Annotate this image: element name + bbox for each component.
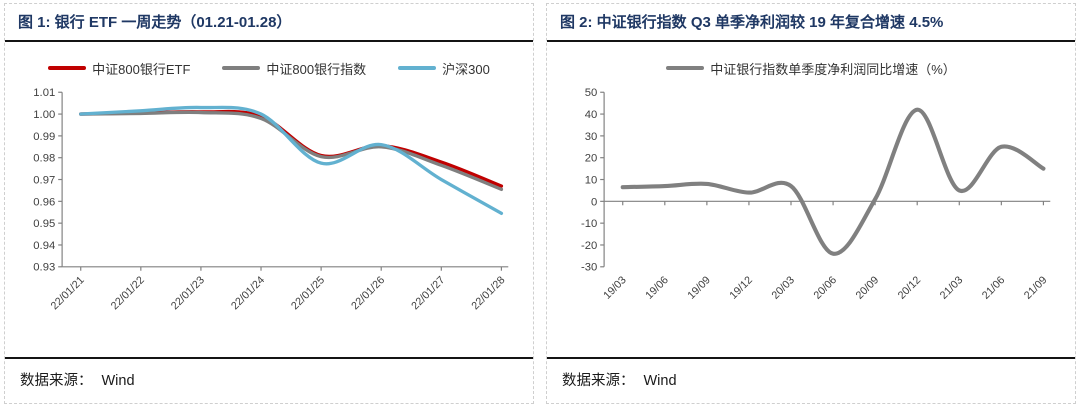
legend-label: 沪深300 <box>442 61 490 77</box>
legend-item-series-0: 中证800银行ETF <box>48 59 190 78</box>
x-axis: 22/01/21 22/01/22 22/01/23 22/01/24 22/01/25… <box>48 265 508 312</box>
legend-label: 中证银行指数单季度净利润同比增速（%） <box>710 61 956 77</box>
x-tick-label: 19/09 <box>685 274 713 302</box>
x-tick-label: 21/03 <box>937 274 965 302</box>
figure-1-source: 数据来源： Wind <box>5 357 533 403</box>
y-tick-label: 20 <box>584 152 597 164</box>
x-tick-label: 20/09 <box>853 274 881 302</box>
y-tick-label: 10 <box>584 174 597 186</box>
figure-2-chart-area: 中证银行指数单季度净利润同比增速（%） 50 40 30 20 10 0 -10 -20 -30… <box>547 42 1075 358</box>
x-tick-label: 22/01/21 <box>48 274 86 312</box>
source-value: Wind <box>643 373 677 389</box>
x-tick-label: 20/12 <box>895 274 923 302</box>
y-tick-label: -20 <box>580 239 596 251</box>
y-tick-label: 1.00 <box>33 108 55 120</box>
legend-label: 中证800银行ETF <box>92 61 191 77</box>
y-tick-label: 0.96 <box>33 196 55 208</box>
series-line-0 <box>78 109 503 188</box>
x-tick-label: 22/01/25 <box>289 274 327 312</box>
legend-item-series-1: 中证800银行指数 <box>222 59 366 78</box>
legend-line-swatch <box>666 66 705 70</box>
y-tick-label: 30 <box>584 130 597 142</box>
x-tick-label: 19/03 <box>601 274 629 302</box>
source-value: Wind <box>101 373 135 389</box>
figure-1-legend: 中证800银行ETF 中证800银行指数 沪深300 <box>48 59 490 78</box>
y-tick-label: 0.97 <box>33 174 55 186</box>
figure-1-chart-area: 中证800银行ETF 中证800银行指数 沪深300 1.01 1.00 0.99 0.9… <box>5 42 533 358</box>
y-tick-label: 50 <box>584 87 597 99</box>
y-tick-label: -30 <box>580 261 596 273</box>
legend-line-swatch <box>398 66 437 70</box>
x-tick-label: 22/01/22 <box>108 274 146 312</box>
figure-2-panel: 图 2: 中证银行指数 Q3 单季净利润较 19 年复合增速 4.5% 中证银行… <box>546 3 1076 404</box>
series-line-0 <box>620 107 1045 256</box>
x-tick-label: 19/12 <box>727 274 755 302</box>
legend-label: 中证800银行指数 <box>266 61 367 77</box>
x-tick-label: 20/06 <box>811 274 839 302</box>
legend-item-series-0: 中证银行指数单季度净利润同比增速（%） <box>666 59 956 78</box>
x-axis: 19/03 19/06 19/09 19/12 20/03 20/06 20/09 20/12… <box>601 200 1050 302</box>
x-tick-label: 21/06 <box>979 274 1007 302</box>
series-line-1 <box>78 110 503 191</box>
x-tick-label: 22/01/28 <box>469 274 507 312</box>
y-axis: 50 40 30 20 10 0 -10 -20 -30 <box>580 87 605 273</box>
x-tick-label: 22/01/23 <box>168 274 206 312</box>
figure-1-title: 图 1: 银行 ETF 一周走势（01.21-01.28） <box>5 4 533 42</box>
x-tick-label: 22/01/26 <box>349 274 387 312</box>
figure-2-line-chart: 50 40 30 20 10 0 -10 -20 -30 19/03 19/06 19/09 19/12… <box>580 87 1050 302</box>
y-tick-label: 1.01 <box>33 87 55 99</box>
x-tick-label: 19/06 <box>643 274 671 302</box>
legend-line-swatch <box>48 66 87 70</box>
legend-line-swatch <box>222 66 261 70</box>
legend-item-series-2: 沪深300 <box>398 59 490 78</box>
y-tick-label: 0 <box>590 196 596 208</box>
series-line-2 <box>78 105 503 215</box>
y-tick-label: 40 <box>584 108 597 120</box>
source-label: 数据来源： <box>20 373 93 389</box>
y-tick-label: 0.99 <box>33 130 55 142</box>
figure-2-source: 数据来源： Wind <box>547 357 1075 403</box>
y-tick-label: 0.93 <box>33 261 55 273</box>
y-tick-label: 0.94 <box>33 239 55 251</box>
y-axis: 1.01 1.00 0.99 0.98 0.97 0.96 0.95 0.94 0.93 <box>33 87 63 273</box>
x-tick-label: 22/01/24 <box>228 274 266 312</box>
x-tick-label: 20/03 <box>769 274 797 302</box>
y-tick-label: -10 <box>580 218 596 230</box>
figure-1-panel: 图 1: 银行 ETF 一周走势（01.21-01.28） 中证800银行ETF… <box>4 3 534 404</box>
x-tick-label: 22/01/27 <box>409 274 447 312</box>
figure-1-line-chart: 1.011.000.990.980.970.960.950.940.9322/0… <box>33 87 508 312</box>
x-tick-label: 21/09 <box>1021 274 1049 302</box>
y-tick-label: 0.98 <box>33 152 55 164</box>
figure-2-legend: 中证银行指数单季度净利润同比增速（%） <box>666 59 956 78</box>
y-tick-label: 0.95 <box>33 218 55 230</box>
source-label: 数据来源： <box>562 373 635 389</box>
figure-2-title: 图 2: 中证银行指数 Q3 单季净利润较 19 年复合增速 4.5% <box>547 4 1075 42</box>
